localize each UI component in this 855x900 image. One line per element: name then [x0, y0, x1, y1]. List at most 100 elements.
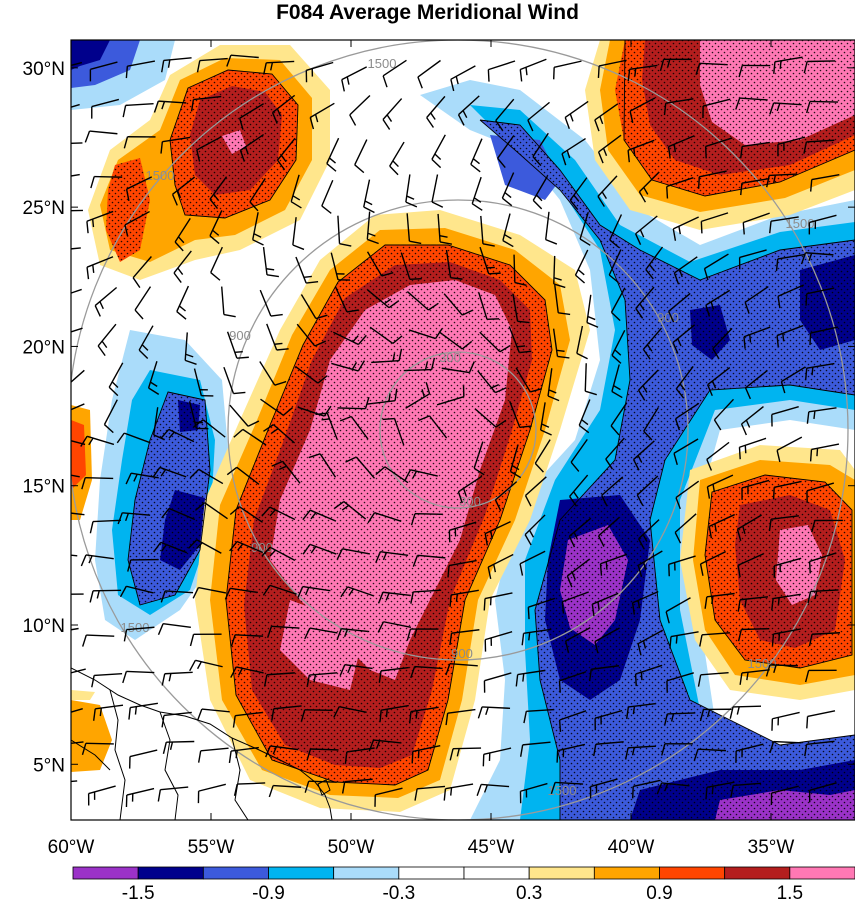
- wind-barb: [669, 631, 699, 649]
- wind-barb: [706, 441, 730, 471]
- wind-barb-feather: [263, 674, 268, 687]
- wind-barb-feather: [706, 709, 711, 718]
- wind-barb-staff: [123, 432, 151, 444]
- wind-barb-feather: [160, 590, 166, 603]
- wind-barb-staff: [559, 671, 587, 682]
- wind-barb-feather: [502, 239, 514, 248]
- wind-barb-feather: [196, 661, 202, 670]
- wind-barb: [331, 360, 366, 372]
- wind-barb: [519, 550, 546, 576]
- wind-barb-staff: [806, 362, 835, 369]
- wind-barb-feather: [276, 159, 286, 171]
- wind-barb-feather: [209, 235, 220, 245]
- wind-barb-staff: [473, 441, 484, 469]
- wind-barb-staff: [162, 136, 191, 143]
- wind-barb-feather: [171, 194, 178, 206]
- wind-barb-staff: [321, 179, 334, 207]
- wind-barb-staff: [85, 554, 114, 560]
- wind-barb: [700, 212, 729, 234]
- wind-barb-feather: [456, 748, 460, 757]
- wind-barb-feather: [59, 415, 61, 427]
- wind-barb-staff: [126, 626, 155, 631]
- wind-barb-feather: [239, 150, 246, 162]
- wind-barb-staff: [343, 500, 367, 520]
- wind-barb-feather: [224, 588, 231, 600]
- wind-barb-staff: [525, 476, 547, 497]
- wind-barb: [302, 543, 337, 555]
- wind-barb-staff: [519, 550, 546, 565]
- wind-barb-feather: [261, 546, 271, 557]
- wind-barb: [561, 591, 589, 614]
- wind-barb: [89, 589, 122, 603]
- wind-barb-feather: [263, 424, 274, 432]
- wind-barb-feather: [192, 587, 200, 599]
- wind-barb: [736, 514, 762, 542]
- wind-barb-staff: [126, 787, 155, 796]
- wind-barb-feather: [173, 272, 182, 284]
- wind-barb: [553, 255, 566, 289]
- wind-barb-feather: [261, 506, 271, 517]
- wind-barb-feather: [530, 388, 543, 393]
- wind-barb-staff: [484, 592, 513, 600]
- wind-barb-staff: [71, 247, 81, 250]
- wind-barb-staff: [230, 746, 259, 752]
- wind-barb-staff: [810, 326, 839, 334]
- wind-barb: [539, 402, 552, 436]
- wind-barb-staff: [262, 246, 268, 275]
- wind-barb-staff: [771, 785, 799, 794]
- wind-barb: [292, 217, 305, 251]
- wind-barb-feather: [226, 466, 238, 476]
- wind-barb-feather: [210, 272, 221, 281]
- wind-barb-feather: [803, 141, 808, 154]
- wind-barb-staff: [326, 412, 338, 440]
- wind-barb: [209, 176, 228, 210]
- wind-barb: [371, 348, 403, 364]
- wind-barb-feather: [573, 531, 579, 540]
- wind-barb-feather: [602, 148, 608, 156]
- wind-barb-staff: [705, 137, 733, 148]
- wind-barb: [382, 417, 405, 446]
- wind-barb-feather: [634, 674, 637, 687]
- wind-barb-staff: [470, 138, 483, 165]
- wind-barb-staff: [478, 292, 488, 320]
- wind-barb-staff: [408, 329, 436, 340]
- wind-barb: [502, 213, 514, 248]
- wind-barb-staff: [193, 368, 203, 396]
- wind-barb-feather: [103, 424, 114, 434]
- wind-barb-staff: [637, 629, 664, 645]
- wind-barb-feather: [561, 601, 565, 614]
- wind-barb-feather: [699, 709, 705, 722]
- wind-barb: [673, 438, 699, 466]
- wind-barb-staff: [309, 509, 337, 522]
- wind-barb-feather: [611, 390, 623, 399]
- wind-barb-staff: [240, 133, 264, 151]
- wind-barb-staff: [773, 740, 802, 744]
- wind-barb-feather: [646, 344, 653, 352]
- wind-barb: [379, 704, 409, 723]
- wind-barb: [71, 707, 83, 713]
- wind-barb-staff: [266, 323, 278, 351]
- wind-barb-feather: [656, 782, 663, 795]
- wind-barb-staff: [629, 97, 656, 112]
- wind-barb-feather: [249, 201, 259, 212]
- wind-barb-staff: [172, 176, 196, 195]
- wind-barb-staff: [480, 215, 484, 244]
- wind-barb-feather: [445, 663, 451, 676]
- wind-barb-feather: [212, 229, 220, 236]
- wind-barb-feather: [737, 629, 743, 642]
- wind-barb: [71, 474, 80, 478]
- wind-barb-staff: [71, 512, 85, 516]
- wind-barb: [483, 592, 513, 611]
- wind-barb: [550, 781, 584, 795]
- wind-barb-staff: [448, 559, 477, 567]
- wind-barb-feather: [197, 750, 202, 763]
- wind-barb-staff: [632, 591, 659, 604]
- wind-barb: [268, 784, 302, 798]
- wind-barb-staff: [743, 326, 771, 338]
- wind-barb-feather: [663, 103, 667, 116]
- wind-barb-staff: [363, 179, 371, 208]
- wind-barb-feather: [244, 146, 249, 155]
- wind-barb-feather: [449, 633, 453, 646]
- wind-barb-staff: [237, 782, 266, 785]
- wind-barb: [666, 672, 694, 693]
